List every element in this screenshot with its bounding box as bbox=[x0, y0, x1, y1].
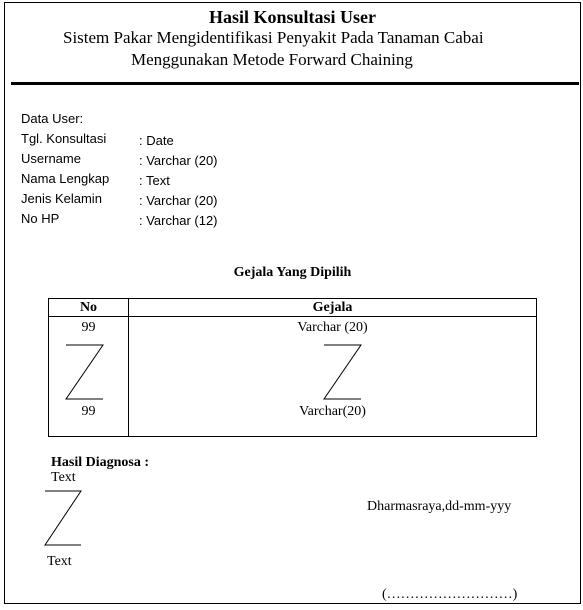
field-value-username: : Varchar (20) bbox=[139, 153, 218, 168]
gejala-heading: Gejala Yang Dipilih bbox=[233, 265, 352, 280]
continuation-mark-gejala bbox=[323, 344, 362, 400]
field-label-jenis-kelamin: Jenis Kelamin bbox=[21, 191, 102, 206]
field-value-nama-lengkap: : Text bbox=[139, 173, 170, 188]
diagnosa-text-start: Text bbox=[51, 470, 76, 485]
place-date: Dharmasraya,dd-mm-yyy bbox=[367, 499, 512, 514]
first-row-gejala: Varchar (20) bbox=[297, 320, 368, 335]
diagnosa-heading: Hasil Diagnosa : bbox=[51, 455, 150, 470]
gejala-table-column-divider bbox=[128, 299, 129, 436]
field-label-username: Username bbox=[21, 151, 81, 166]
report-title: Hasil Konsultasi User bbox=[208, 7, 377, 27]
field-value-tgl-konsultasi: : Date bbox=[139, 133, 174, 148]
user-section-label: Data User: bbox=[21, 111, 84, 126]
continuation-mark-diagnosa bbox=[44, 490, 82, 546]
first-row-no: 99 bbox=[81, 320, 96, 335]
column-header-no: No bbox=[79, 300, 98, 315]
field-label-nama-lengkap: Nama Lengkap bbox=[21, 171, 110, 186]
report-subtitle-line1: Sistem Pakar Mengidentifikasi Penyakit P… bbox=[63, 28, 484, 47]
last-row-no: 99 bbox=[81, 404, 96, 419]
gejala-table-header bbox=[49, 299, 536, 317]
field-label-no-hp: No HP bbox=[21, 211, 60, 226]
report-subtitle-line2: Menggunakan Metode Forward Chaining bbox=[131, 50, 413, 69]
signature-line: (………………………) bbox=[382, 587, 518, 602]
column-header-gejala: Gejala bbox=[312, 300, 353, 315]
field-value-jenis-kelamin: : Varchar (20) bbox=[139, 193, 218, 208]
report-page: Hasil Konsultasi User Sistem Pakar Mengi… bbox=[4, 2, 581, 604]
header-divider bbox=[11, 82, 579, 85]
continuation-mark-no bbox=[65, 344, 104, 400]
field-value-no-hp: : Varchar (12) bbox=[139, 213, 218, 228]
gejala-table: No Gejala 99 Varchar (20) 99 Varchar(20) bbox=[48, 298, 537, 437]
diagnosa-text-end: Text bbox=[47, 554, 72, 569]
field-label-tgl-konsultasi: Tgl. Konsultasi bbox=[21, 131, 107, 146]
last-row-gejala: Varchar(20) bbox=[299, 404, 366, 419]
